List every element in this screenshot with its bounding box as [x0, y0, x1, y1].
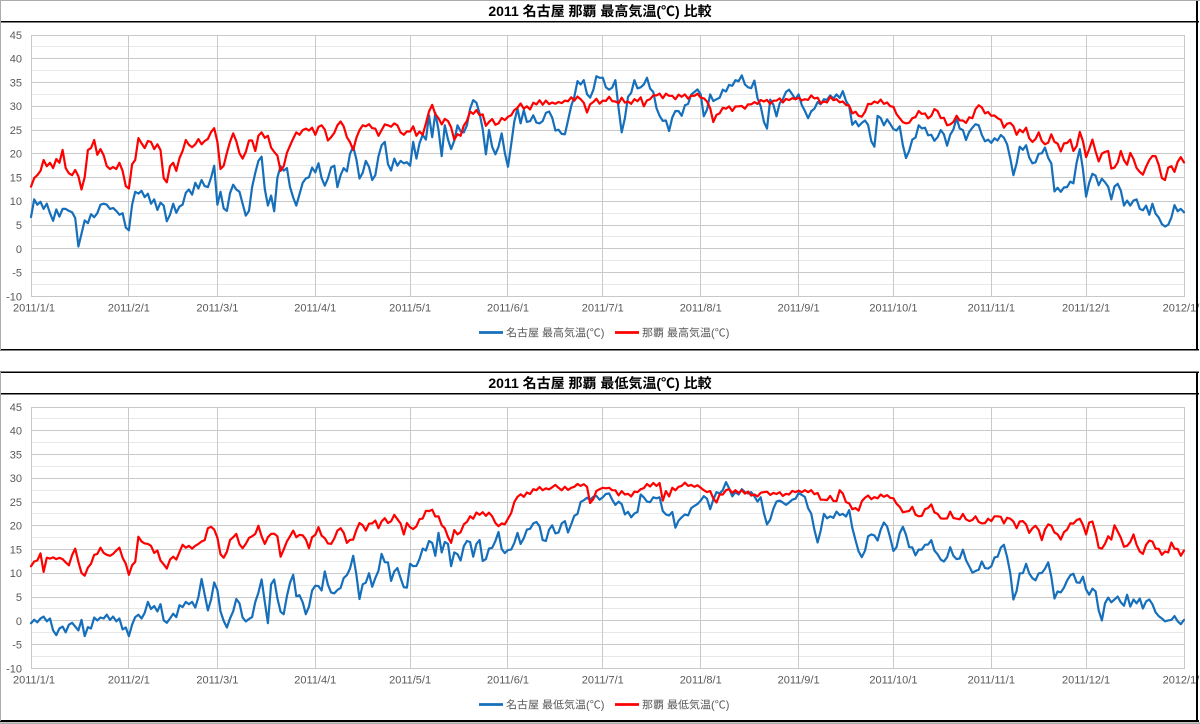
svg-text:2011/5/1: 2011/5/1	[389, 672, 431, 688]
svg-text:2011/1/1: 2011/1/1	[13, 300, 55, 316]
svg-text:40: 40	[10, 423, 22, 439]
svg-text:2011/4/1: 2011/4/1	[294, 300, 336, 316]
svg-text:那覇 最高気温(℃): 那覇 最高気温(℃)	[642, 324, 729, 340]
svg-text:45: 45	[10, 27, 22, 43]
svg-text:2011/11/1: 2011/11/1	[968, 672, 1015, 688]
svg-text:2011/12/1: 2011/12/1	[1062, 300, 1110, 316]
svg-text:2011/1/1: 2011/1/1	[13, 672, 55, 688]
svg-text:45: 45	[10, 399, 22, 415]
svg-text:20: 20	[10, 146, 22, 162]
svg-text:20: 20	[10, 518, 22, 534]
svg-text:2011/9/1: 2011/9/1	[778, 672, 820, 688]
svg-text:那覇 最低気温(℃): 那覇 最低気温(℃)	[642, 696, 729, 712]
svg-text:2011/11/1: 2011/11/1	[968, 300, 1015, 316]
svg-text:5: 5	[16, 589, 22, 605]
svg-text:名古屋 最低気温(℃): 名古屋 最低気温(℃)	[506, 696, 604, 712]
svg-text:2011/7/1: 2011/7/1	[582, 672, 624, 688]
svg-text:35: 35	[10, 74, 22, 90]
svg-text:-10: -10	[6, 288, 22, 304]
svg-text:2011/6/1: 2011/6/1	[487, 300, 529, 316]
svg-text:-10: -10	[6, 660, 22, 676]
svg-text:40: 40	[10, 51, 22, 67]
svg-text:15: 15	[10, 542, 22, 558]
svg-text:0: 0	[16, 613, 22, 629]
svg-text:2011/5/1: 2011/5/1	[389, 300, 431, 316]
svg-text:2011 名古屋 那覇 最高気温(℃) 比較: 2011 名古屋 那覇 最高気温(℃) 比較	[488, 1, 711, 21]
svg-text:10: 10	[10, 193, 22, 209]
svg-text:30: 30	[10, 98, 22, 114]
svg-text:2011/8/1: 2011/8/1	[680, 300, 722, 316]
svg-text:2011 名古屋 那覇 最低気温(℃) 比較: 2011 名古屋 那覇 最低気温(℃) 比較	[488, 373, 711, 393]
svg-text:30: 30	[10, 470, 22, 486]
svg-text:2011/2/1: 2011/2/1	[108, 300, 150, 316]
svg-text:2011/12/1: 2011/12/1	[1062, 672, 1110, 688]
svg-text:2011/3/1: 2011/3/1	[196, 300, 238, 316]
svg-text:-5: -5	[12, 265, 22, 281]
svg-text:0: 0	[16, 241, 22, 257]
svg-text:2012/1/1: 2012/1/1	[1163, 672, 1200, 688]
svg-text:2011/10/1: 2011/10/1	[869, 300, 917, 316]
svg-text:25: 25	[10, 494, 22, 510]
svg-text:-5: -5	[12, 637, 22, 653]
svg-text:2011/7/1: 2011/7/1	[582, 300, 624, 316]
svg-text:2012/1/1: 2012/1/1	[1163, 300, 1200, 316]
svg-text:2011/8/1: 2011/8/1	[680, 672, 722, 688]
svg-text:15: 15	[10, 170, 22, 186]
svg-text:2011/2/1: 2011/2/1	[108, 672, 150, 688]
svg-text:35: 35	[10, 446, 22, 462]
svg-text:2011/3/1: 2011/3/1	[196, 672, 238, 688]
svg-text:名古屋 最高気温(℃): 名古屋 最高気温(℃)	[506, 324, 604, 340]
svg-text:2011/6/1: 2011/6/1	[487, 672, 529, 688]
svg-text:2011/9/1: 2011/9/1	[778, 300, 820, 316]
svg-text:2011/4/1: 2011/4/1	[294, 672, 336, 688]
svg-text:2011/10/1: 2011/10/1	[869, 672, 917, 688]
svg-text:10: 10	[10, 565, 22, 581]
svg-text:5: 5	[16, 217, 22, 233]
svg-text:25: 25	[10, 122, 22, 138]
